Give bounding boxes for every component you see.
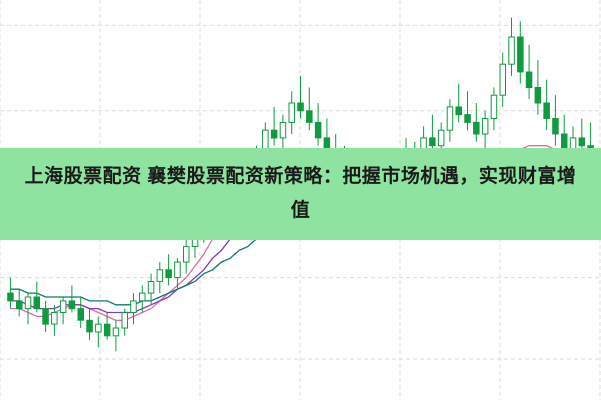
overlay-headline-text: 上海股票配资 襄樊股票配资新策略：把握市场机遇，实现财富增值	[24, 166, 577, 221]
candle-body	[130, 300, 137, 313]
candle	[51, 304, 58, 336]
candle-body	[174, 261, 181, 279]
candle-body	[490, 94, 498, 119]
candle	[33, 281, 40, 313]
candle-body	[525, 71, 533, 88]
candle	[59, 297, 67, 325]
candle	[297, 75, 304, 119]
candle	[77, 297, 84, 328]
candle-body	[165, 269, 172, 279]
candle	[121, 308, 128, 336]
candle	[95, 316, 102, 348]
candle-body	[499, 63, 506, 96]
candle-body	[16, 300, 23, 310]
candle	[7, 277, 14, 309]
candle	[481, 110, 489, 150]
candle-body	[464, 114, 471, 123]
candle	[86, 308, 93, 340]
candle	[314, 103, 322, 146]
candle-body	[481, 118, 489, 135]
candle-body	[103, 323, 111, 337]
candle-body	[578, 137, 586, 147]
candle-body	[183, 246, 190, 263]
candle	[517, 21, 524, 84]
candle	[306, 87, 313, 131]
candle	[455, 83, 462, 123]
candle-body	[297, 102, 304, 112]
candle	[42, 300, 49, 332]
candle	[156, 262, 164, 294]
candle	[473, 103, 480, 142]
candle-body	[156, 269, 164, 282]
candle	[499, 52, 506, 107]
candle	[279, 114, 287, 154]
candle	[112, 320, 120, 352]
candle-body	[306, 110, 313, 123]
candle	[130, 293, 137, 325]
candle-body	[33, 296, 40, 310]
candle	[68, 285, 76, 313]
candle	[270, 106, 278, 146]
overlay-banner: 上海股票配资 襄樊股票配资新策略：把握市场机遇，实现财富增值	[0, 148, 601, 240]
candle	[103, 312, 111, 340]
candle-body	[95, 323, 102, 333]
candle-body	[7, 292, 14, 302]
candle-body	[59, 300, 67, 313]
candle-body	[534, 87, 542, 104]
candle-body	[279, 121, 287, 139]
candle-body	[446, 106, 454, 131]
candle	[16, 289, 23, 317]
candle	[446, 99, 454, 142]
candle-body	[455, 106, 462, 116]
candle	[147, 273, 155, 305]
candle	[183, 238, 190, 274]
candle-body	[543, 102, 550, 119]
candle-body	[42, 308, 49, 325]
candle-body	[288, 102, 295, 123]
candle-body	[473, 121, 480, 135]
candle-body	[314, 121, 322, 139]
candle-body	[139, 292, 146, 302]
candle-body	[51, 312, 58, 325]
candle-body	[77, 308, 84, 321]
candle-body	[508, 36, 515, 65]
candle	[139, 285, 146, 313]
candle	[165, 254, 172, 286]
candle-body	[24, 296, 32, 310]
candle	[288, 91, 295, 134]
candle-body	[517, 36, 524, 73]
candle-body	[552, 118, 559, 135]
candle	[534, 60, 542, 115]
candle	[174, 258, 181, 290]
candle-body	[429, 137, 436, 147]
candle-body	[68, 300, 76, 310]
candle	[552, 95, 559, 146]
candle	[525, 44, 533, 100]
candle-body	[147, 281, 155, 294]
candle	[24, 293, 32, 325]
candle-body	[86, 319, 93, 333]
candle	[490, 87, 498, 131]
candle-body	[121, 312, 128, 329]
candle	[429, 114, 436, 154]
candle-body	[270, 129, 278, 139]
candle	[508, 17, 515, 76]
candle	[464, 91, 471, 131]
candle-body	[437, 129, 445, 147]
candle	[543, 79, 550, 131]
candle-body	[112, 327, 120, 337]
